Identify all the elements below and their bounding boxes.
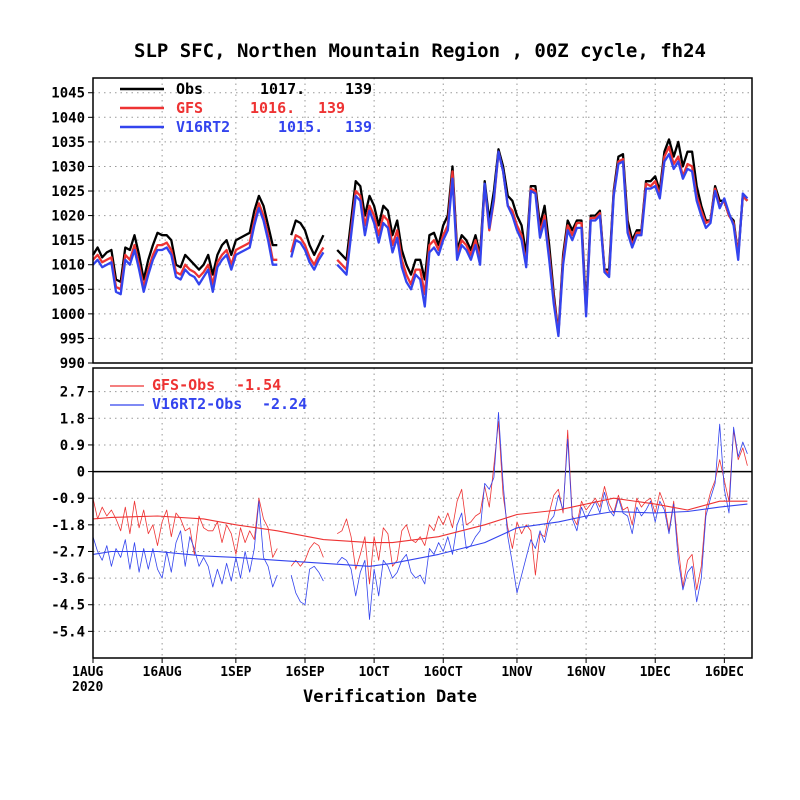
x-axis-ticks: 1AUG 16AUG 1SEP 16SEP 1OCT 16OCT 1NOV 16NOV 1DEC… bbox=[72, 658, 744, 680]
legend-mean-gfs: 1016. bbox=[250, 99, 295, 117]
top-y-tick-label: 1035 bbox=[51, 135, 85, 151]
x-tick-label: 16OCT bbox=[424, 665, 463, 680]
top-panel-y-ticks: 990 995 1000 1005 1010 1015 1020 1025 1030 1035 10… bbox=[51, 86, 93, 372]
x-tick-label: 16NOV bbox=[567, 665, 606, 680]
series-line-v16rt2-obs bbox=[336, 411, 748, 620]
top-y-tick-label: 1015 bbox=[51, 233, 85, 249]
top-y-tick-label: 1010 bbox=[51, 258, 85, 274]
top-y-tick-label: 1000 bbox=[51, 307, 85, 323]
top-y-tick-label: 990 bbox=[60, 356, 85, 372]
bottom-panel-series bbox=[92, 411, 748, 620]
x-tick-label: 16AUG bbox=[143, 665, 182, 680]
chart-title: SLP SFC, Northen Mountain Region , 00Z c… bbox=[134, 40, 706, 62]
series-line-v16rt2-obs bbox=[92, 500, 278, 588]
bottom-y-tick-label: -0.9 bbox=[51, 491, 85, 507]
legend-mean-v16rt2-obs: -2.24 bbox=[262, 395, 307, 413]
bottom-y-tick-label: -4.5 bbox=[51, 598, 85, 614]
x-year-label: 2020 bbox=[72, 680, 103, 695]
x-tick-label: 1DEC bbox=[640, 665, 671, 680]
legend-label-v16rt2: V16RT2 bbox=[176, 118, 230, 136]
bottom-y-tick-label: 0.9 bbox=[60, 438, 85, 454]
top-panel-series bbox=[92, 138, 749, 338]
legend-mean-obs: 1017. bbox=[260, 80, 305, 98]
top-y-tick-label: 1030 bbox=[51, 159, 85, 175]
top-y-tick-label: 1005 bbox=[51, 282, 85, 298]
series-line-obs bbox=[290, 219, 325, 257]
legend-count-v16rt2: 139 bbox=[345, 118, 372, 136]
bottom-y-tick-label: -1.8 bbox=[51, 518, 85, 534]
top-y-tick-label: 1045 bbox=[51, 86, 85, 102]
series-line-v16rt2-obs-running-mean bbox=[92, 503, 748, 567]
series-line-v16rt2-obs bbox=[290, 565, 324, 606]
series-line-v16rt2 bbox=[290, 239, 325, 271]
bottom-y-tick-label: 0 bbox=[77, 465, 85, 481]
x-tick-label: 16DEC bbox=[705, 665, 744, 680]
bottom-panel-y-ticks: -5.4 -4.5 -3.6 -2.7 -1.8 -0.9 0 0.9 1.8 2.7 bbox=[51, 385, 93, 640]
legend-label-v16rt2-obs: V16RT2-Obs bbox=[152, 395, 242, 413]
x-axis-label: Verification Date bbox=[303, 687, 477, 707]
series-line-gfs-obs bbox=[336, 420, 748, 591]
bottom-y-tick-label: 2.7 bbox=[60, 385, 85, 401]
bottom-y-tick-label: 1.8 bbox=[60, 411, 85, 427]
legend-label-gfs-obs: GFS-Obs bbox=[152, 376, 215, 394]
top-legend: Obs 1017. 139 GFS 1016. 139 V16RT2 1015.… bbox=[120, 80, 372, 136]
series-line-gfs-obs bbox=[92, 497, 278, 558]
top-y-tick-label: 1025 bbox=[51, 184, 85, 200]
legend-label-obs: Obs bbox=[176, 80, 203, 98]
x-tick-label: 1AUG bbox=[72, 665, 103, 680]
x-tick-label: 1OCT bbox=[358, 665, 389, 680]
legend-count-obs: 139 bbox=[345, 80, 372, 98]
x-tick-label: 1SEP bbox=[220, 665, 251, 680]
top-y-tick-label: 1020 bbox=[51, 209, 85, 225]
bottom-legend: GFS-Obs -1.54 V16RT2-Obs -2.24 bbox=[110, 376, 307, 413]
x-tick-label: 1NOV bbox=[501, 665, 532, 680]
top-y-tick-label: 1040 bbox=[51, 110, 85, 126]
bottom-y-tick-label: -2.7 bbox=[51, 544, 85, 560]
bottom-panel-frame bbox=[92, 367, 753, 659]
bottom-y-tick-label: -5.4 bbox=[51, 624, 85, 640]
top-panel-frame bbox=[92, 77, 753, 364]
bottom-y-tick-label: -3.6 bbox=[51, 571, 85, 587]
legend-mean-gfs-obs: -1.54 bbox=[236, 376, 281, 394]
series-line-gfs bbox=[336, 145, 749, 335]
series-line-gfs bbox=[290, 234, 325, 266]
series-line-v16rt2 bbox=[336, 150, 749, 338]
legend-mean-v16rt2: 1015. bbox=[278, 118, 323, 136]
series-line-v16rt2 bbox=[92, 207, 278, 296]
top-y-tick-label: 995 bbox=[60, 331, 85, 347]
legend-count-gfs: 139 bbox=[318, 99, 345, 117]
legend-label-gfs: GFS bbox=[176, 99, 203, 117]
series-line-obs bbox=[336, 138, 749, 335]
series-line-gfs-obs-running-mean bbox=[92, 497, 748, 544]
x-tick-label: 16SEP bbox=[285, 665, 324, 680]
